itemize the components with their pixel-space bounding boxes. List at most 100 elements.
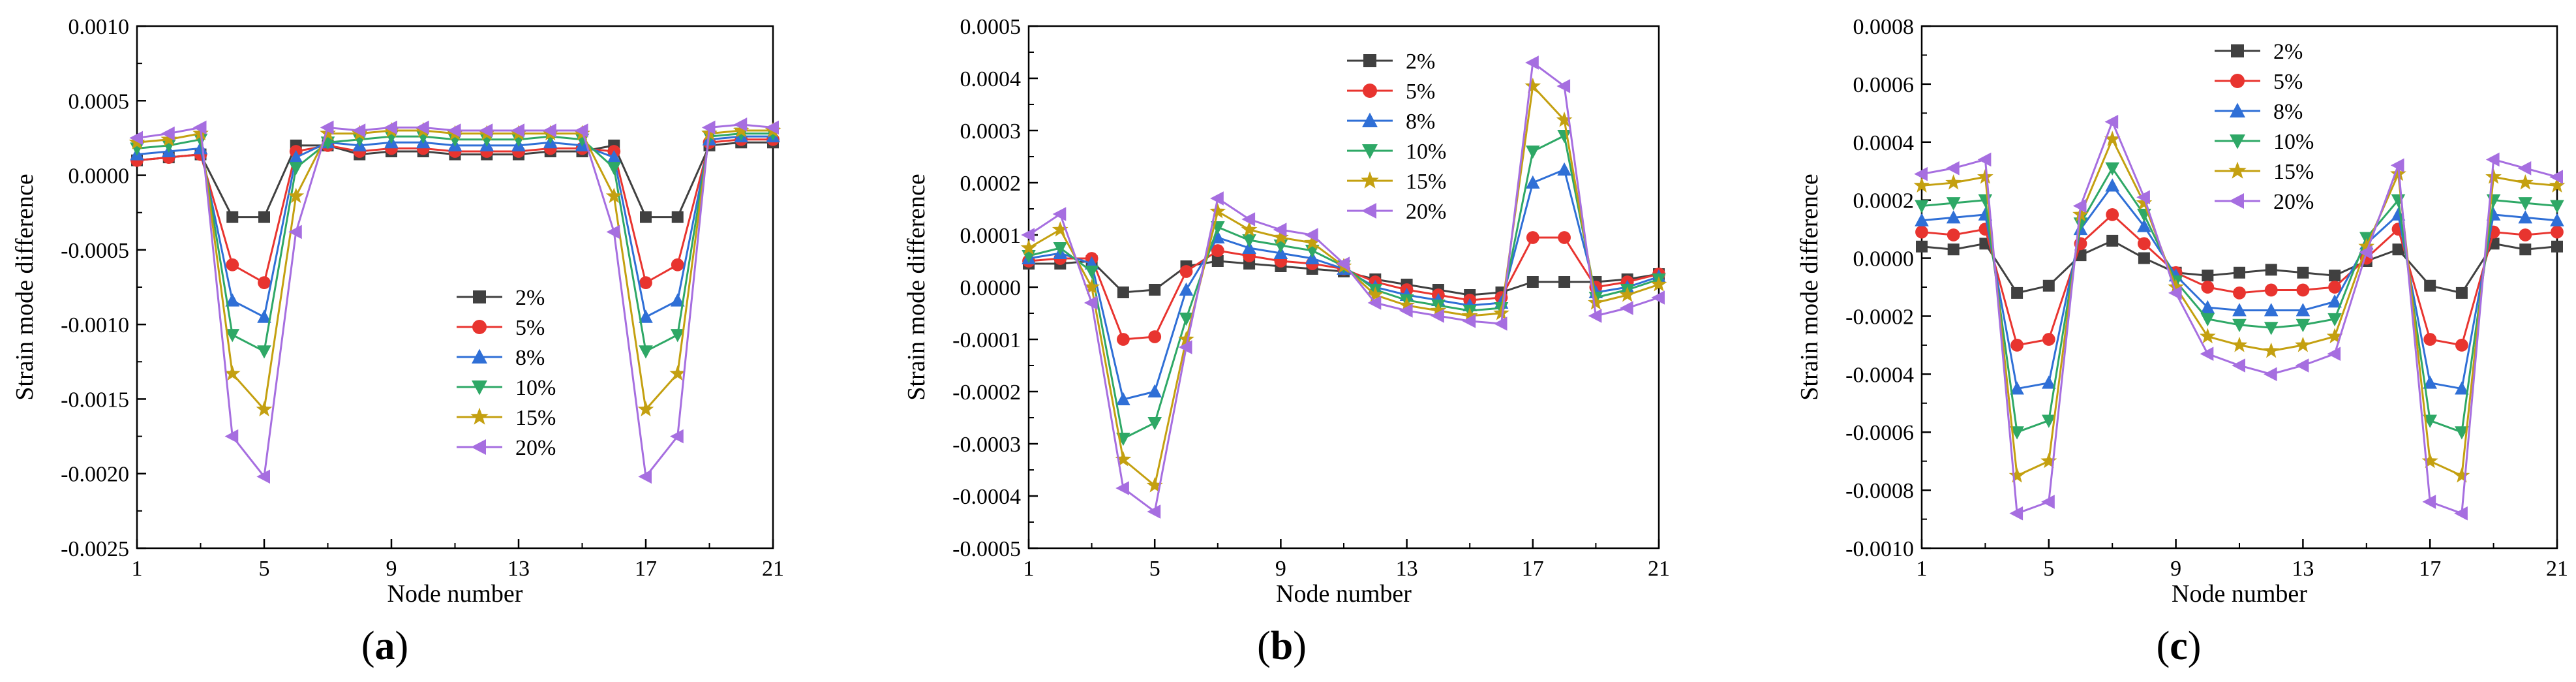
y-axis-title: Strain mode difference — [1796, 174, 1823, 401]
data-point — [2294, 336, 2311, 352]
data-point — [1977, 152, 1992, 167]
y-axis: -0.0005 -0.0004 -0.0003 -0.0002 -0.0001 0.000… — [952, 15, 1038, 561]
data-point — [2421, 452, 2438, 469]
data-point — [637, 401, 654, 416]
data-point — [320, 125, 336, 141]
data-point — [2010, 426, 2024, 440]
data-point — [1587, 294, 1604, 310]
legend-marker — [2230, 134, 2245, 149]
data-point — [2168, 278, 2185, 294]
legend-label: 20% — [515, 436, 556, 460]
data-point — [226, 258, 239, 271]
data-point — [607, 162, 622, 176]
data-point — [224, 429, 239, 444]
data-point — [1526, 231, 1539, 244]
data-point — [1557, 130, 1571, 144]
data-point — [2550, 200, 2564, 213]
x-axis: 1 5 9 13 17 21 — [1917, 539, 2568, 581]
data-point — [447, 123, 461, 138]
data-point — [2455, 338, 2468, 352]
data-point — [2072, 198, 2087, 213]
data-point — [288, 149, 303, 164]
panel-label-open: ( — [2157, 624, 2170, 668]
legend-marker — [1361, 203, 1376, 219]
data-point — [2359, 245, 2372, 260]
data-point — [257, 345, 271, 359]
data-point — [638, 469, 652, 484]
data-point — [639, 309, 653, 323]
chart-panel-a: -0.0025 -0.0020 -0.0015 -0.0010 -0.0005 0.000… — [11, 15, 784, 668]
panel-label: (a) — [361, 624, 408, 668]
x-axis-title: Node number — [2172, 580, 2307, 608]
data-point — [671, 211, 684, 223]
data-point — [1367, 296, 1382, 310]
data-point — [2232, 303, 2247, 317]
data-point — [574, 123, 588, 138]
data-point — [2296, 318, 2311, 333]
data-point — [1526, 146, 1540, 159]
data-point — [543, 123, 556, 138]
legend-label: 5% — [1406, 80, 1435, 104]
data-point — [2455, 287, 2468, 299]
data-point — [1557, 162, 1571, 176]
data-point — [607, 149, 622, 164]
data-point — [1179, 313, 1194, 326]
data-point — [1556, 111, 1573, 127]
legend-label: 5% — [2273, 70, 2303, 94]
data-point — [670, 429, 684, 444]
data-point — [2326, 328, 2343, 344]
legend-label: 8% — [1406, 110, 1435, 134]
data-point — [1149, 284, 1161, 296]
data-point — [1021, 228, 1035, 242]
data-point — [2263, 342, 2280, 358]
data-point — [416, 120, 429, 135]
data-point — [2327, 294, 2342, 308]
data-point — [1209, 202, 1226, 219]
data-point — [256, 469, 270, 484]
data-point — [2518, 197, 2533, 211]
data-point — [1651, 290, 1665, 305]
legend-marker — [472, 380, 487, 395]
data-point — [2168, 286, 2182, 300]
legend-marker — [1362, 112, 1378, 127]
data-point — [1913, 177, 1930, 193]
data-point — [479, 123, 493, 138]
data-point — [1945, 174, 1962, 190]
data-point — [225, 293, 240, 307]
data-point — [1020, 239, 1037, 255]
data-point — [1179, 282, 1194, 296]
data-point — [2485, 152, 2500, 167]
data-point — [1147, 417, 1162, 431]
x-tick-label: 21 — [1648, 557, 1670, 581]
data-point — [226, 211, 239, 223]
data-point — [605, 187, 622, 204]
y-tick-label: 0.0003 — [960, 119, 1022, 144]
data-point — [1526, 276, 1539, 288]
data-point — [2549, 170, 2563, 184]
data-point — [2519, 228, 2532, 241]
x-tick-label: 1 — [1023, 557, 1035, 581]
y-tick-label: -0.0005 — [952, 537, 1021, 561]
data-point — [2295, 358, 2309, 373]
y-tick-label: 0.0005 — [960, 15, 1022, 39]
x-tick-label: 17 — [635, 557, 657, 581]
data-point — [669, 365, 686, 381]
x-tick-label: 5 — [2043, 557, 2054, 581]
data-point — [2453, 467, 2470, 483]
data-point — [2042, 333, 2055, 346]
panel-label-open: ( — [361, 624, 375, 668]
data-point — [2264, 303, 2279, 317]
plot-frame — [136, 25, 774, 550]
legend-marker — [2229, 193, 2244, 209]
data-point — [2073, 217, 2088, 231]
series-line — [136, 135, 773, 318]
y-axis: -0.0010 -0.0008 -0.0006 -0.0004 -0.0002 0.000… — [1845, 15, 1931, 561]
data-point — [2423, 414, 2437, 428]
data-point — [257, 309, 271, 323]
legend-marker — [2231, 44, 2244, 57]
data-point — [2234, 266, 2245, 279]
data-point — [2264, 283, 2278, 297]
data-point — [1367, 286, 1384, 302]
data-point — [1304, 234, 1321, 250]
series-line — [136, 132, 773, 353]
